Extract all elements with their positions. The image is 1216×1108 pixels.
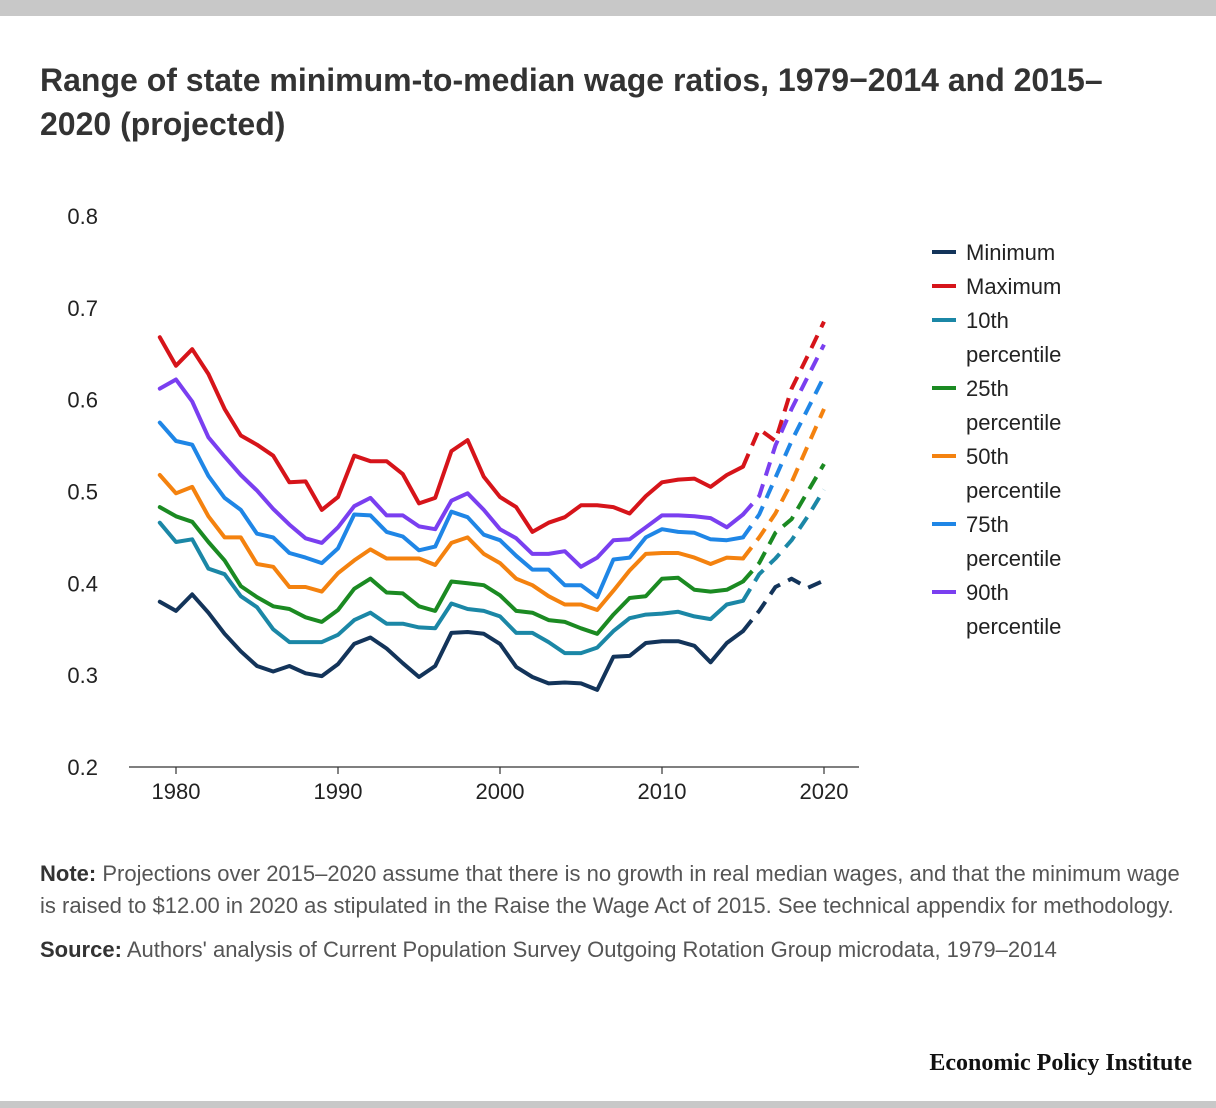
series-projection-75th-percentile [741,375,826,539]
y-tick-label: 0.2 [67,755,98,780]
legend-label: 75th percentile [966,512,1061,571]
series-projection-90th-percentile [741,343,826,516]
x-tick-label: 1980 [152,779,201,804]
series-line-minimum [157,592,745,692]
notes-block: Note: Projections over 2015–2020 assume … [40,858,1180,978]
line-chart: 0.2 0.3 0.4 0.5 0.6 0.7 0.8 1980 1990 2000 2010 202… [67,204,1061,804]
series-line-maximum [157,335,745,534]
y-tick-label: 0.7 [67,296,98,321]
legend-label: Maximum [966,274,1061,299]
y-tick-label: 0.6 [67,388,98,413]
bottom-border [0,1101,1216,1108]
x-tick-label: 1990 [314,779,363,804]
y-tick-label: 0.3 [67,663,98,688]
brand-logo: Economic Policy Institute [929,1050,1192,1076]
series-projection-10th-percentile [741,488,826,602]
top-border [0,0,1216,16]
x-tick-label: 2010 [638,779,687,804]
y-tick-label: 0.8 [67,204,98,229]
legend-label: 50th percentile [966,444,1061,503]
source-text: Authors' analysis of Current Population … [126,937,1057,962]
series-line-50th-percentile [157,473,745,612]
y-tick-label: 0.4 [67,571,98,596]
series-line-75th-percentile [157,420,745,600]
legend-label: 10th percentile [966,308,1061,367]
note-label: Note: [40,861,97,886]
note-text: Projections over 2015–2020 assume that t… [40,861,1180,918]
series-projection-25th-percentile [741,462,826,583]
chart-title: Range of state minimum-to-median wage ra… [40,62,1103,142]
series-line-90th-percentile [157,377,745,569]
note: Note: Projections over 2015–2020 assume … [40,858,1180,922]
x-tick-label: 2000 [476,779,525,804]
y-tick-label: 0.5 [67,480,98,505]
source: Source: Authors' analysis of Current Pop… [40,934,1180,966]
legend-label: 25th percentile [966,376,1061,435]
legend-label: Minimum [966,240,1055,265]
legend-label: 90th percentile [966,580,1061,639]
series-line-10th-percentile [157,520,745,656]
series-projection-50th-percentile [741,408,826,560]
series-projection-maximum [741,320,826,468]
series-line-25th-percentile [157,505,745,636]
source-label: Source: [40,937,122,962]
x-tick-label: 2020 [800,779,849,804]
series-projection-minimum [741,576,825,633]
